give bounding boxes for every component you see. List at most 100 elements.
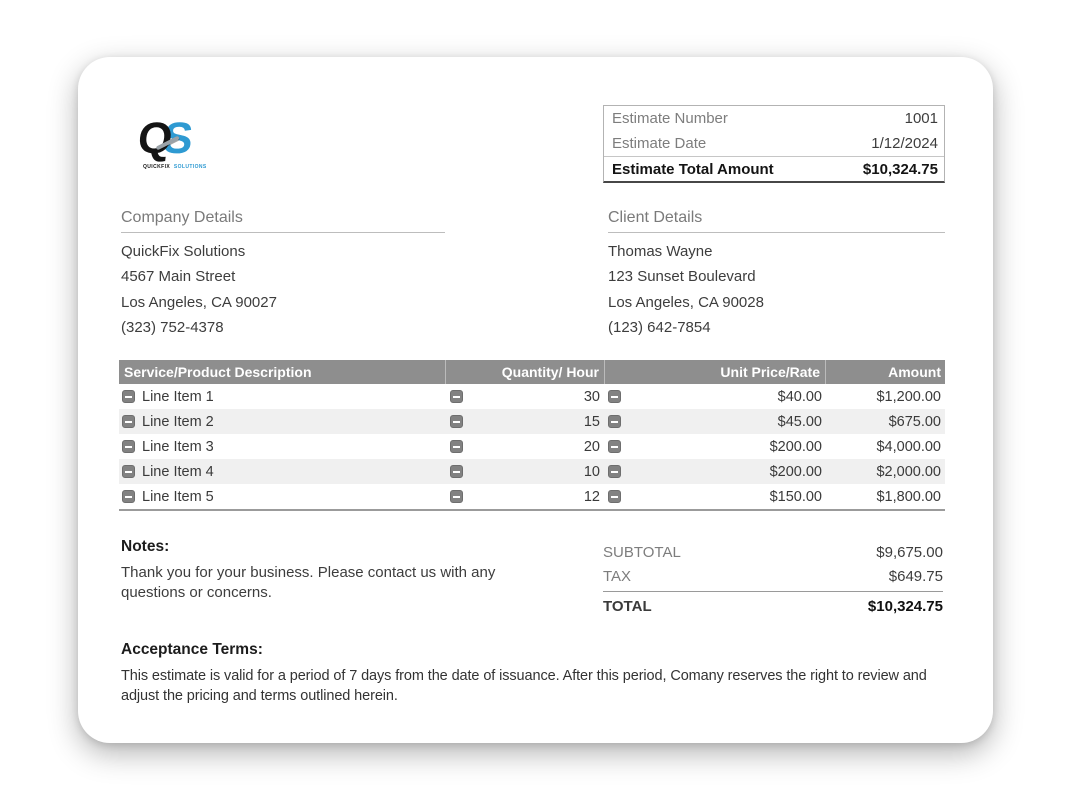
table-row: Line Item 2 15 $45.00 $675.00 <box>119 409 945 434</box>
company-name: QuickFix Solutions <box>121 243 246 260</box>
company-logo: QS QUICKFIX SOLUTIONS <box>136 114 218 170</box>
client-name: Thomas Wayne <box>608 243 713 260</box>
estimate-summary-box: Estimate Number 1001 Estimate Date 1/12/… <box>603 105 945 183</box>
logo-caption-secondary: SOLUTIONS <box>173 164 207 170</box>
company-details-section: Company Details QuickFix Solutions 4567 … <box>121 209 445 340</box>
header-description: Service/Product Description <box>124 364 312 380</box>
subtotal-label: SUBTOTAL <box>603 543 681 561</box>
acceptance-terms-heading: Acceptance Terms: <box>121 641 263 658</box>
description-cell: Line Item 3 <box>119 434 445 459</box>
line-item-quantity: 12 <box>583 488 600 505</box>
total-value: $10,324.75 <box>867 597 943 615</box>
minus-icon <box>611 420 618 423</box>
line-items-table: Service/Product Description Quantity/ Ho… <box>119 360 945 511</box>
table-row: Line Item 3 20 $200.00 $4,000.00 <box>119 434 945 459</box>
line-item-amount: $675.00 <box>888 413 941 430</box>
remove-quantity-button[interactable] <box>450 390 463 403</box>
totals-divider <box>603 591 943 592</box>
description-cell: Line Item 4 <box>119 459 445 484</box>
remove-description-button[interactable] <box>122 465 135 478</box>
minus-icon <box>125 495 132 498</box>
estimate-total-value: $10,324.75 <box>862 160 938 178</box>
remove-unit-price-button[interactable] <box>608 390 621 403</box>
unit-price-cell: $150.00 <box>604 484 825 509</box>
acceptance-terms-body: This estimate is valid for a period of 7… <box>121 668 927 704</box>
remove-quantity-button[interactable] <box>450 415 463 428</box>
line-item-description: Line Item 5 <box>142 488 214 505</box>
line-item-amount: $2,000.00 <box>876 463 941 480</box>
line-item-quantity: 15 <box>583 413 600 430</box>
minus-icon <box>125 470 132 473</box>
unit-price-cell: $45.00 <box>604 409 825 434</box>
quantity-cell: 30 <box>445 384 604 409</box>
remove-unit-price-button[interactable] <box>608 465 621 478</box>
line-items-header: Service/Product Description Quantity/ Ho… <box>119 360 945 384</box>
remove-description-button[interactable] <box>122 440 135 453</box>
minus-icon <box>611 495 618 498</box>
estimate-date-value: 1/12/2024 <box>871 135 938 152</box>
line-item-unit-price: $40.00 <box>777 388 822 405</box>
logo-caption-primary: QUICKFIX <box>143 164 171 170</box>
totals-section: SUBTOTAL $9,675.00 TAX $649.75 TOTAL $10… <box>603 540 943 620</box>
minus-icon <box>453 395 460 398</box>
company-details-lines: QuickFix Solutions 4567 Main Street Los … <box>121 239 445 340</box>
tax-label: TAX <box>603 567 632 585</box>
table-row: Line Item 5 12 $150.00 $1,800.00 <box>119 484 945 509</box>
remove-unit-price-button[interactable] <box>608 440 621 453</box>
remove-description-button[interactable] <box>122 390 135 403</box>
client-details-lines: Thomas Wayne 123 Sunset Boulevard Los An… <box>608 239 945 340</box>
minus-icon <box>125 445 132 448</box>
remove-unit-price-button[interactable] <box>608 415 621 428</box>
quantity-cell: 15 <box>445 409 604 434</box>
subtotal-row: SUBTOTAL $9,675.00 <box>603 540 943 564</box>
minus-icon <box>125 420 132 423</box>
acceptance-terms-section: Acceptance Terms: This estimate is valid… <box>121 641 951 706</box>
line-item-amount: $1,800.00 <box>876 488 941 505</box>
line-item-unit-price: $150.00 <box>769 488 822 505</box>
minus-icon <box>611 395 618 398</box>
notes-section: Notes: Thank you for your business. Plea… <box>121 538 561 602</box>
line-item-quantity: 10 <box>583 463 600 480</box>
minus-icon <box>453 445 460 448</box>
table-row: Line Item 4 10 $200.00 $2,000.00 <box>119 459 945 484</box>
minus-icon <box>611 445 618 448</box>
unit-price-cell: $40.00 <box>604 384 825 409</box>
minus-icon <box>611 470 618 473</box>
description-cell: Line Item 5 <box>119 484 445 509</box>
minus-icon <box>453 495 460 498</box>
subtotal-value: $9,675.00 <box>876 543 943 561</box>
company-phone: (323) 752-4378 <box>121 318 224 336</box>
line-item-unit-price: $200.00 <box>769 438 822 455</box>
description-cell: Line Item 2 <box>119 409 445 434</box>
description-cell: Line Item 1 <box>119 384 445 409</box>
line-item-description: Line Item 3 <box>142 438 214 455</box>
total-row: TOTAL $10,324.75 <box>603 592 943 620</box>
table-row: Line Item 1 30 $40.00 $1,200.00 <box>119 384 945 409</box>
remove-quantity-button[interactable] <box>450 440 463 453</box>
tax-value: $649.75 <box>888 567 943 585</box>
notes-heading: Notes: <box>121 538 170 555</box>
client-details-heading: Client Details <box>608 209 945 233</box>
company-details-heading: Company Details <box>121 209 445 233</box>
remove-description-button[interactable] <box>122 490 135 503</box>
amount-cell: $675.00 <box>825 409 945 434</box>
estimate-number-row: Estimate Number 1001 <box>604 106 944 131</box>
line-item-amount: $1,200.00 <box>876 388 941 405</box>
unit-price-cell: $200.00 <box>604 434 825 459</box>
client-details-section: Client Details Thomas Wayne 123 Sunset B… <box>608 209 945 340</box>
amount-cell: $1,800.00 <box>825 484 945 509</box>
remove-description-button[interactable] <box>122 415 135 428</box>
client-phone: (123) 642-7854 <box>608 318 711 336</box>
line-item-description: Line Item 4 <box>142 463 214 480</box>
remove-unit-price-button[interactable] <box>608 490 621 503</box>
unit-price-cell: $200.00 <box>604 459 825 484</box>
remove-quantity-button[interactable] <box>450 490 463 503</box>
header-amount: Amount <box>825 360 945 384</box>
line-item-quantity: 20 <box>583 438 600 455</box>
remove-quantity-button[interactable] <box>450 465 463 478</box>
total-label: TOTAL <box>603 597 652 615</box>
quantity-cell: 12 <box>445 484 604 509</box>
minus-icon <box>453 420 460 423</box>
estimate-total-row: Estimate Total Amount $10,324.75 <box>604 156 944 181</box>
